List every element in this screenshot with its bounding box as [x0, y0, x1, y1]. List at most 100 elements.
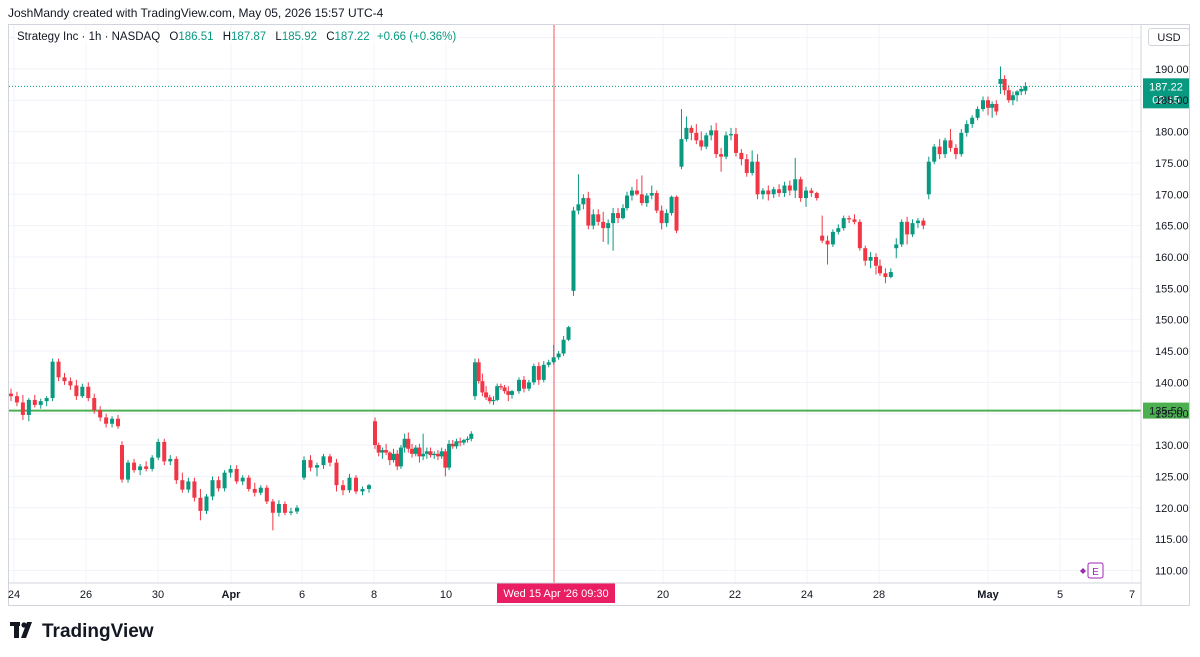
candle[interactable]	[964, 120, 969, 137]
candle[interactable]	[126, 460, 131, 483]
candle[interactable]	[734, 127, 738, 157]
candle[interactable]	[771, 186, 776, 199]
candle[interactable]	[699, 131, 704, 151]
candle[interactable]	[777, 184, 782, 197]
candle[interactable]	[714, 122, 719, 158]
candle[interactable]	[868, 251, 873, 269]
candle[interactable]	[874, 253, 878, 275]
candle[interactable]	[729, 127, 733, 141]
candle[interactable]	[625, 191, 629, 211]
candle[interactable]	[998, 66, 1003, 94]
candle[interactable]	[120, 441, 124, 483]
candle[interactable]	[937, 139, 942, 160]
candle[interactable]	[596, 209, 601, 226]
candle[interactable]	[315, 462, 319, 477]
candle[interactable]	[282, 501, 287, 516]
candle[interactable]	[649, 185, 654, 200]
candle[interactable]	[480, 373, 485, 397]
candle[interactable]	[616, 208, 621, 224]
candle[interactable]	[168, 455, 173, 466]
candle[interactable]	[26, 398, 31, 422]
candle[interactable]	[384, 443, 389, 456]
candle[interactable]	[50, 358, 55, 402]
candle[interactable]	[888, 268, 893, 279]
candle[interactable]	[915, 218, 920, 229]
candle[interactable]	[252, 482, 257, 497]
candle[interactable]	[210, 476, 215, 501]
candle[interactable]	[750, 150, 755, 176]
candle[interactable]	[20, 394, 25, 420]
candle[interactable]	[905, 216, 910, 245]
candle[interactable]	[270, 498, 275, 531]
candle[interactable]	[439, 447, 444, 459]
candle[interactable]	[830, 229, 835, 247]
candle[interactable]	[308, 455, 313, 472]
candle[interactable]	[561, 335, 566, 357]
candle[interactable]	[709, 125, 714, 141]
candle[interactable]	[132, 458, 137, 473]
candle[interactable]	[814, 191, 819, 201]
candle[interactable]	[644, 193, 649, 207]
candle[interactable]	[684, 116, 689, 142]
candle[interactable]	[204, 493, 209, 515]
candle[interactable]	[402, 433, 407, 453]
candle[interactable]	[487, 394, 492, 404]
candle[interactable]	[86, 382, 91, 402]
candle[interactable]	[975, 106, 980, 121]
candle[interactable]	[581, 194, 586, 210]
candle[interactable]	[276, 500, 281, 517]
candle[interactable]	[116, 414, 120, 429]
candle[interactable]	[410, 443, 415, 458]
candle[interactable]	[234, 465, 239, 484]
candle[interactable]	[766, 185, 771, 201]
candle[interactable]	[150, 455, 155, 472]
candle[interactable]	[428, 447, 433, 458]
candle[interactable]	[387, 451, 392, 466]
candle[interactable]	[517, 377, 521, 394]
candle[interactable]	[498, 383, 503, 390]
candle[interactable]	[926, 156, 931, 200]
candle[interactable]	[44, 396, 49, 407]
candle[interactable]	[825, 235, 830, 265]
candle[interactable]	[450, 440, 455, 449]
candle[interactable]	[782, 181, 787, 197]
candle[interactable]	[68, 377, 73, 390]
candle[interactable]	[80, 383, 85, 399]
candle[interactable]	[14, 391, 19, 407]
candle[interactable]	[669, 195, 674, 216]
candle[interactable]	[571, 206, 576, 296]
candle[interactable]	[246, 475, 251, 492]
candle[interactable]	[354, 475, 358, 494]
candle[interactable]	[654, 190, 659, 214]
candle[interactable]	[424, 447, 429, 459]
candle[interactable]	[328, 453, 332, 467]
candle[interactable]	[664, 209, 669, 227]
candle[interactable]	[302, 456, 306, 481]
candle[interactable]	[443, 448, 448, 477]
candle[interactable]	[566, 325, 571, 341]
candle[interactable]	[634, 179, 639, 196]
candle[interactable]	[809, 188, 814, 197]
candle[interactable]	[994, 100, 999, 116]
candle[interactable]	[744, 154, 749, 177]
candle[interactable]	[454, 438, 459, 449]
candle[interactable]	[953, 144, 958, 160]
candle[interactable]	[674, 195, 679, 234]
candle[interactable]	[228, 465, 233, 478]
candle[interactable]	[469, 431, 474, 442]
candle[interactable]	[104, 413, 109, 428]
candle[interactable]	[421, 433, 426, 461]
candle[interactable]	[551, 344, 556, 365]
candle[interactable]	[894, 238, 899, 259]
candle[interactable]	[857, 219, 862, 251]
candle[interactable]	[556, 351, 561, 360]
candle[interactable]	[1002, 75, 1007, 96]
candle[interactable]	[591, 209, 596, 230]
candle[interactable]	[883, 268, 888, 284]
candle[interactable]	[521, 376, 526, 393]
candle[interactable]	[432, 451, 437, 459]
candle[interactable]	[138, 463, 143, 476]
candle[interactable]	[531, 363, 536, 385]
candle[interactable]	[820, 215, 825, 244]
candle[interactable]	[341, 480, 345, 496]
